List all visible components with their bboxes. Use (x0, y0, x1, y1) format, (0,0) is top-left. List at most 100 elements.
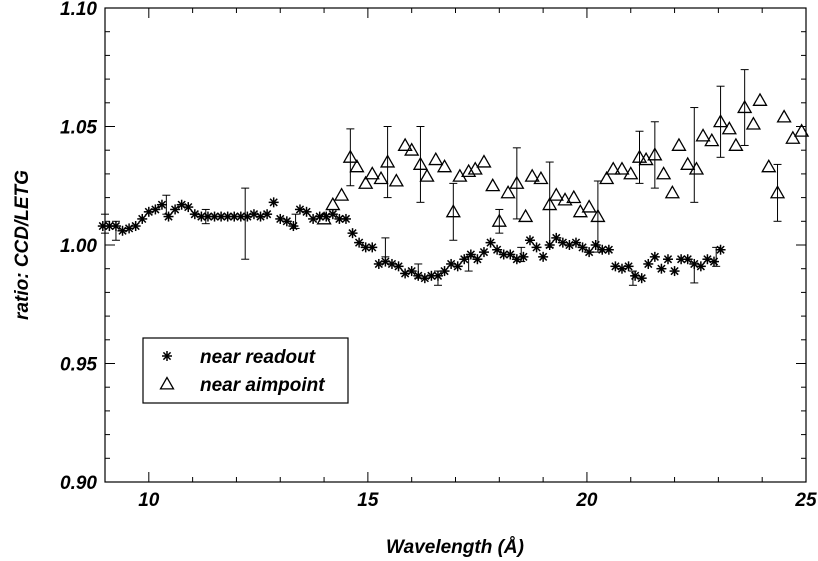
point-near-readout (623, 261, 634, 272)
x-tick-label: 10 (138, 490, 160, 511)
point-near-aimpoint (647, 147, 663, 161)
point-near-readout (163, 211, 174, 222)
point-near-aimpoint (785, 130, 801, 144)
point-near-readout (137, 213, 148, 224)
asterisk-stroke (230, 212, 239, 221)
asterisk-stroke (532, 243, 541, 252)
point-near-readout (643, 258, 654, 269)
asterisk-stroke (591, 240, 600, 250)
asterisk-stroke (683, 255, 692, 264)
y-axis-label: ratio: CCD/LETG (12, 170, 33, 320)
asterisk-stroke (394, 262, 403, 271)
point-near-aimpoint (333, 187, 350, 201)
asterisk-stroke (157, 200, 167, 209)
point-near-readout (590, 240, 601, 250)
point-near-readout (183, 202, 194, 213)
asterisk-stroke (138, 214, 147, 224)
point-near-aimpoint (557, 192, 573, 206)
point-near-aimpoint (599, 170, 615, 185)
point-near-readout (432, 270, 443, 281)
asterisk-stroke (387, 259, 397, 269)
asterisk-stroke (381, 257, 390, 266)
point-near-readout (669, 266, 680, 277)
legend-asterisk (162, 351, 172, 361)
asterisk-stroke (223, 212, 232, 221)
point-near-readout (262, 209, 273, 220)
asterisk-stroke (670, 266, 679, 276)
asterisk-stroke (216, 212, 226, 221)
asterisk-stroke (558, 238, 567, 247)
asterisk-stroke (440, 266, 449, 276)
x-axis-label: Wavelength (Å) (386, 537, 524, 558)
point-near-readout (570, 237, 581, 248)
point-near-aimpoint (728, 137, 744, 151)
asterisk-stroke (368, 243, 377, 252)
point-near-readout (301, 206, 312, 217)
asterisk-stroke (624, 262, 633, 271)
asterisk-stroke (164, 212, 173, 221)
point-near-readout (551, 232, 562, 243)
point-near-aimpoint (688, 161, 705, 175)
asterisk-stroke (190, 210, 199, 219)
x-tick-label: 20 (575, 490, 598, 511)
point-near-readout (222, 211, 233, 222)
point-near-readout (281, 216, 292, 227)
point-near-aimpoint (566, 189, 582, 204)
asterisk-stroke (525, 236, 535, 245)
point-near-readout (662, 254, 673, 265)
asterisk-stroke (328, 210, 337, 219)
asterisk-stroke (466, 250, 475, 259)
y-tick-label: 0.95 (60, 355, 97, 376)
point-near-aimpoint (737, 99, 753, 114)
asterisk-stroke (177, 200, 186, 209)
y-tick-label: 0.90 (60, 473, 97, 494)
point-near-aimpoint (461, 163, 477, 178)
point-near-aimpoint (623, 166, 639, 180)
asterisk-stroke (506, 250, 515, 259)
asterisk-stroke (295, 205, 305, 214)
point-near-readout (472, 254, 483, 265)
point-near-readout (715, 244, 726, 255)
asterisk-stroke (111, 221, 121, 231)
asterisk-stroke (663, 255, 673, 264)
error-bars (101, 69, 782, 286)
point-near-aimpoint (509, 175, 525, 189)
point-near-readout (524, 235, 535, 246)
asterisk-stroke (361, 243, 370, 252)
asterisk-stroke (571, 238, 581, 247)
tick-labels: 10 15 20 25 0.90 0.95 1.00 1.05 1.10 (60, 0, 817, 511)
point-near-aimpoint (342, 149, 358, 163)
point-near-aimpoint (325, 196, 341, 211)
point-near-aimpoint (485, 177, 501, 192)
legend-marker-near-aimpoint (159, 376, 175, 390)
point-near-aimpoint (467, 161, 483, 175)
x-tick-label: 15 (357, 490, 379, 511)
point-near-readout (603, 244, 614, 255)
point-near-aimpoint (316, 211, 332, 225)
point-near-readout (577, 242, 588, 253)
asterisk-stroke (170, 205, 180, 214)
point-near-aimpoint (524, 168, 540, 182)
point-near-aimpoint (761, 158, 777, 173)
asterisk-stroke (302, 207, 311, 216)
point-near-readout (393, 261, 404, 272)
point-near-aimpoint (671, 137, 687, 151)
point-near-readout (708, 256, 719, 267)
point-near-readout (340, 213, 351, 224)
asterisk-stroke (657, 264, 666, 273)
point-near-aimpoint (349, 158, 365, 173)
point-near-readout (682, 254, 693, 265)
legend-label-near-aimpoint: near aimpoint (200, 375, 325, 396)
point-near-readout (452, 261, 463, 272)
asterisk-stroke (162, 351, 172, 361)
point-near-aimpoint (542, 196, 558, 211)
asterisk-stroke (98, 221, 107, 231)
point-near-readout (636, 273, 647, 284)
y-tick-label: 1.10 (60, 0, 97, 20)
point-near-readout (531, 242, 542, 253)
asterisk-stroke (197, 212, 206, 221)
point-near-aimpoint (445, 204, 461, 218)
point-near-aimpoint (500, 185, 516, 199)
asterisk-stroke (262, 210, 272, 219)
